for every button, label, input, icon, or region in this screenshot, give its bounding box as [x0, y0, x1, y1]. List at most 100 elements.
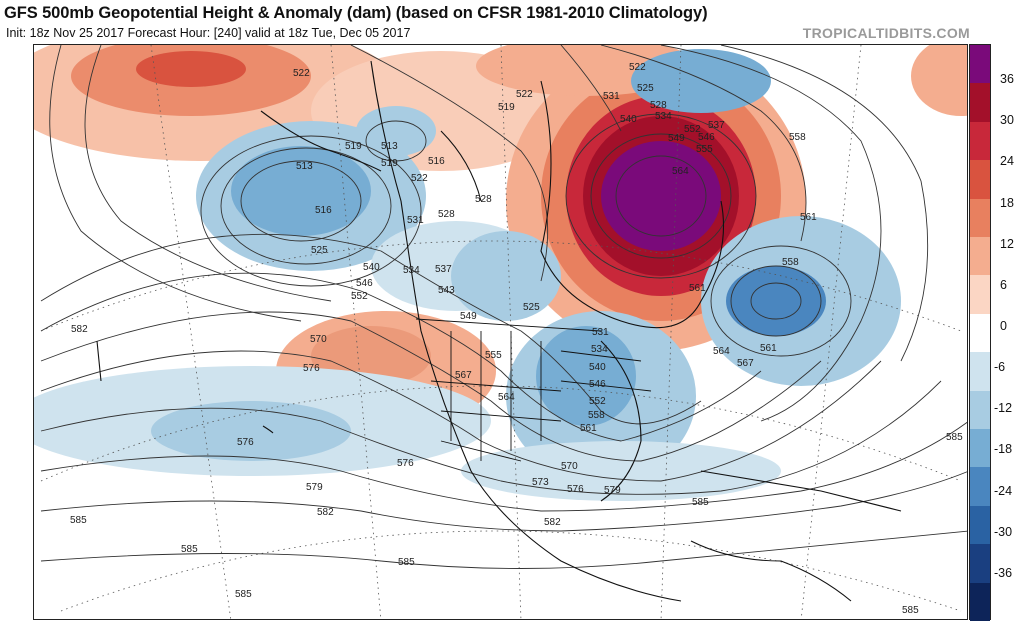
- contour-label: 537: [708, 120, 725, 131]
- contour-label: 582: [317, 507, 334, 518]
- contour-label: 585: [181, 544, 198, 555]
- contour-label: 576: [397, 458, 414, 469]
- colorbar-labels: 36 30 24 18 12 6 0 -6 -12 -18 -24 -30 -36: [994, 44, 1024, 620]
- contour-label: 549: [460, 311, 477, 322]
- colorbar-segment: [970, 83, 990, 123]
- colorbar-segment: [970, 121, 990, 161]
- contour-label: 579: [604, 485, 621, 496]
- colorbar-segment: [970, 45, 990, 84]
- contour-label: 519: [345, 141, 362, 152]
- contour-label: 564: [498, 392, 515, 403]
- contour-label: 576: [237, 437, 254, 448]
- negative-anomaly-hudson: [451, 231, 561, 321]
- contour-label: 558: [789, 132, 806, 143]
- negative-anomaly-gulf-of-alaska-core: [231, 146, 371, 236]
- contour-label: 528: [438, 209, 455, 220]
- colorbar-tick-label: -36: [994, 565, 1013, 580]
- negative-anomaly-subtropic-pacific-core: [151, 401, 351, 461]
- contour-label: 561: [760, 343, 777, 354]
- contour-label: 516: [315, 205, 332, 216]
- contour-label: 558: [782, 257, 799, 268]
- contour-label: 540: [363, 262, 380, 273]
- contour-label: 552: [589, 396, 606, 407]
- contour-label: 528: [475, 194, 492, 205]
- contour-label: 549: [668, 133, 685, 144]
- coastlines: [96, 60, 902, 602]
- contour-label: 561: [580, 423, 597, 434]
- anomaly-shading: [34, 45, 967, 501]
- negative-anomaly-gulf-mexico: [461, 441, 781, 501]
- contour-label: 567: [737, 358, 754, 369]
- contour-label: 558: [588, 410, 605, 421]
- contour-labels: 5225195225135195165195135225165315285285…: [70, 62, 963, 616]
- contour-label: 582: [544, 517, 561, 528]
- colorbar-segment: [970, 313, 990, 353]
- colorbar-segment: [970, 544, 990, 584]
- contour-label: 534: [403, 265, 420, 276]
- anomaly-map: 522 519 522 513 519 516 519 513 522 516 531 528 528 5…: [33, 44, 968, 620]
- contour-label: 519: [498, 102, 515, 113]
- contour-label: 540: [589, 362, 606, 373]
- contour-label: 522: [411, 173, 428, 184]
- chart-subtitle: Init: 18z Nov 25 2017 Forecast Hour: [24…: [6, 26, 411, 40]
- contour-label: 585: [946, 432, 963, 443]
- contour-label: 564: [672, 166, 689, 177]
- contour-label: 522: [516, 89, 533, 100]
- contour-label: 585: [398, 557, 415, 568]
- colorbar: [969, 44, 991, 622]
- colorbar-tick-label: 30: [1000, 113, 1014, 128]
- contour-label: 585: [902, 605, 919, 616]
- contour-label: 543: [438, 285, 455, 296]
- contour-label: 576: [567, 484, 584, 495]
- colorbar-tick-label: 0: [1000, 319, 1007, 333]
- contour-label: 528: [650, 100, 667, 111]
- negative-anomaly-atlantic-core: [726, 266, 826, 336]
- contour-label: 513: [381, 141, 398, 152]
- contour-label: 519: [381, 158, 398, 169]
- colorbar-tick-label: 24: [1000, 154, 1014, 169]
- colorbar-tick-label: -18: [994, 442, 1013, 457]
- colorbar-segment: [970, 429, 990, 468]
- colorbar-tick-label: 6: [1000, 277, 1007, 292]
- colorbar-tick-label: -24: [994, 483, 1013, 498]
- contour-label: 567: [455, 370, 472, 381]
- colorbar-segment: [970, 198, 990, 238]
- contour-label: 537: [435, 264, 452, 275]
- contour-label: 525: [523, 302, 540, 313]
- colorbar-segment: [970, 582, 990, 622]
- colorbar-tick-label: 36: [1000, 72, 1014, 87]
- contour-label: 570: [310, 334, 327, 345]
- contour-label: 513: [296, 161, 313, 172]
- contour-label: 525: [637, 83, 654, 94]
- positive-anomaly-canada-peak: [601, 141, 721, 251]
- contour-label: 561: [800, 212, 817, 223]
- contour-label: 561: [689, 283, 706, 294]
- colorbar-segment: [970, 237, 990, 276]
- colorbar-segment: [970, 390, 990, 430]
- contour-label: 531: [603, 91, 620, 102]
- contour-label: 540: [620, 114, 637, 125]
- height-contours: [40, 45, 967, 569]
- contour-label: 585: [235, 589, 252, 600]
- contour-label: 570: [561, 461, 578, 472]
- brand-watermark: TROPICALTIDBITS.COM: [802, 25, 970, 41]
- contour-label: 534: [591, 344, 608, 355]
- contour-label: 534: [655, 111, 672, 122]
- contour-label: 573: [532, 477, 549, 488]
- positive-anomaly-northeast: [911, 45, 967, 116]
- contour-label: 555: [696, 144, 713, 155]
- negative-anomaly-east-us-core: [536, 326, 636, 426]
- colorbar-tick-label: 18: [1000, 195, 1014, 210]
- borders: [415, 318, 652, 462]
- colorbar-segment: [970, 505, 990, 545]
- contour-label: 582: [71, 324, 88, 335]
- contour-label: 522: [293, 68, 310, 79]
- contour-label: 546: [356, 278, 373, 289]
- colorbar-tick-label: -6: [994, 360, 1006, 375]
- colorbar-segment: [970, 275, 990, 315]
- contour-label: 564: [713, 346, 730, 357]
- negative-anomaly-alaska-small: [356, 106, 436, 156]
- chart-title: GFS 500mb Geopotential Height & Anomaly …: [4, 4, 708, 22]
- contour-label: 531: [407, 215, 424, 226]
- map-canvas: 5225195225135195165195135225165315285285…: [34, 45, 967, 619]
